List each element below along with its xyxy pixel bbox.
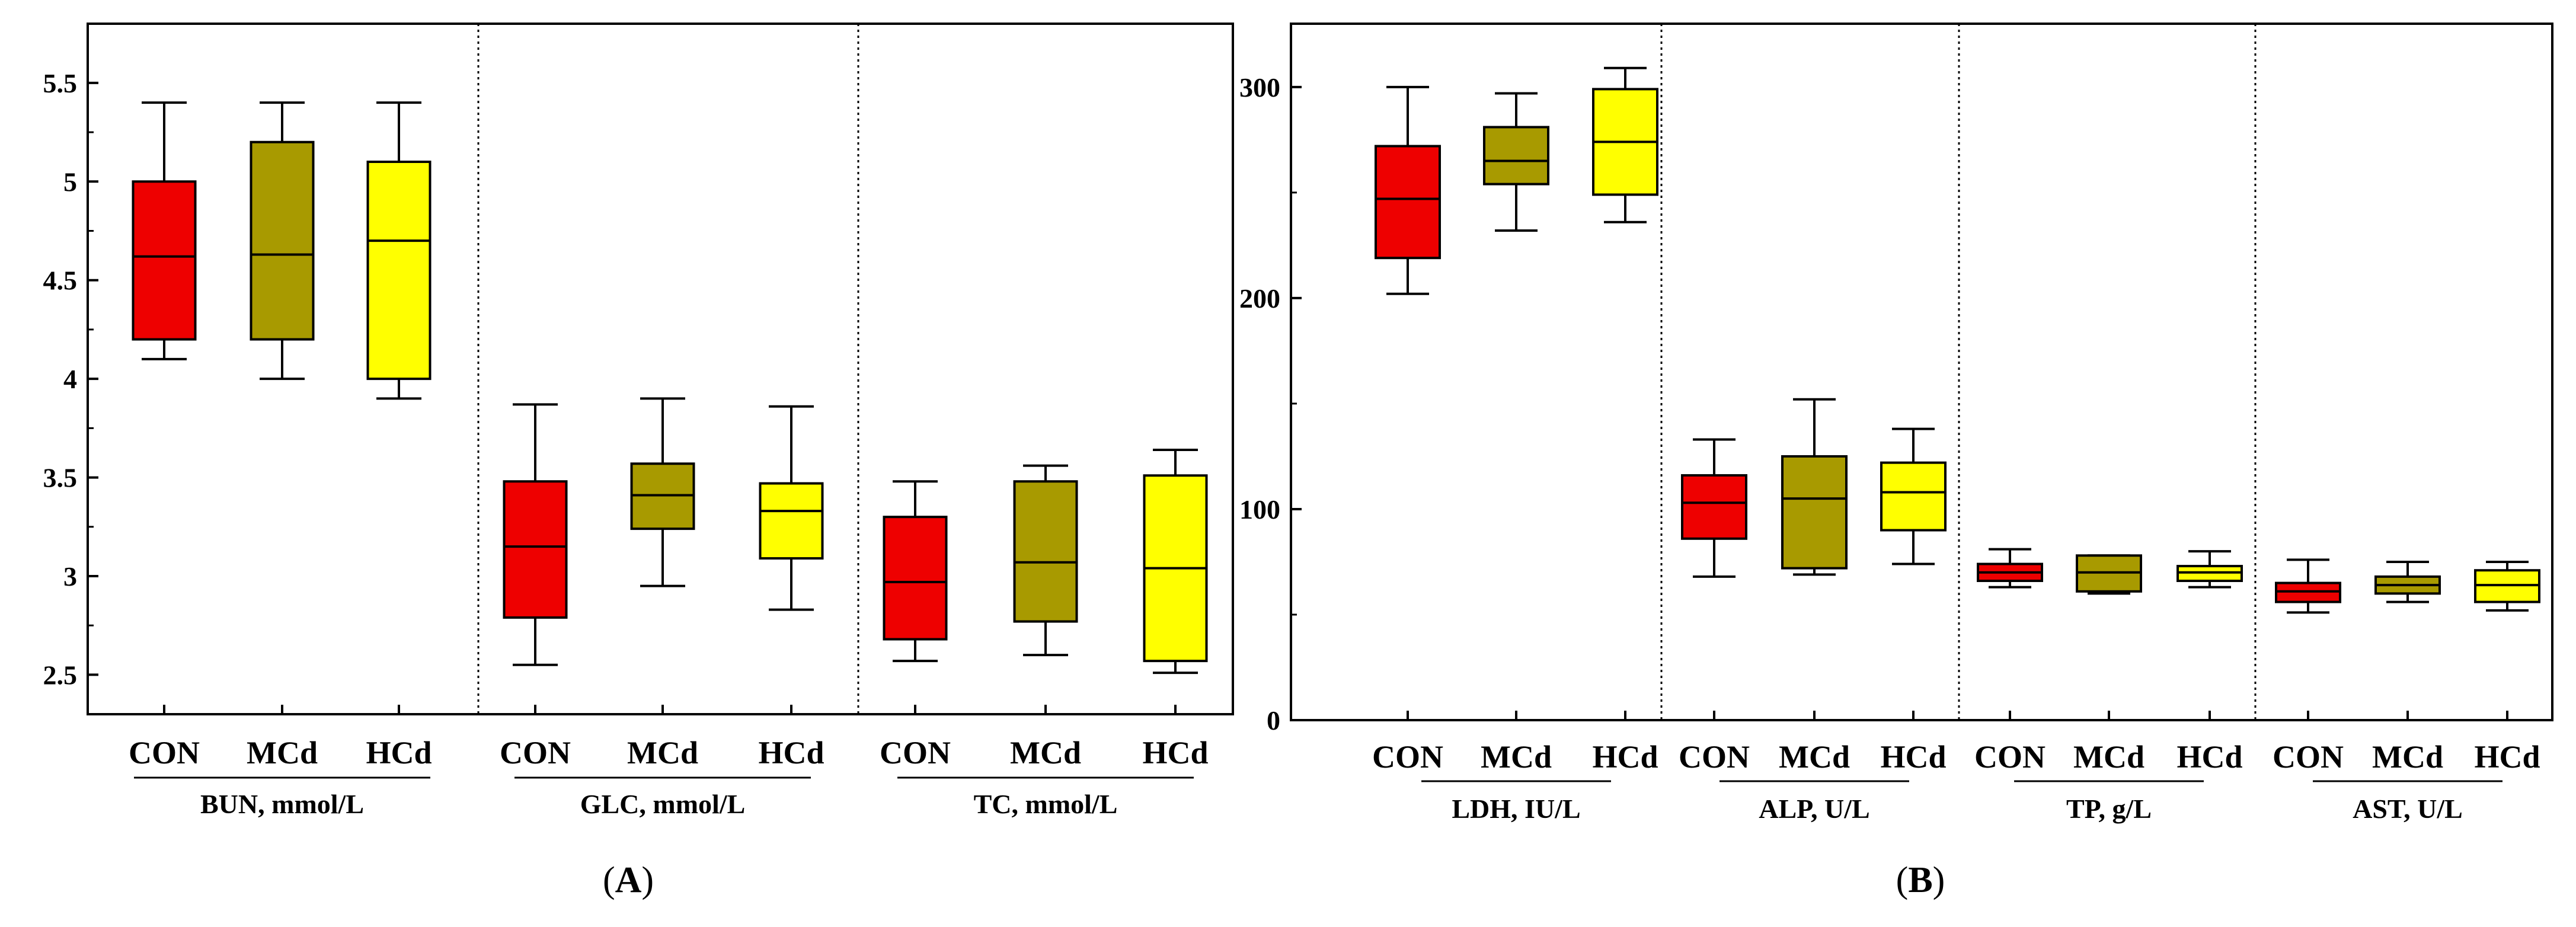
boxplot-ldh-hcd: HCd (1592, 66, 1658, 775)
box-iqr (503, 480, 568, 619)
x-category-label: HCd (1142, 735, 1208, 771)
boxplot-glc-mcd: MCd (627, 397, 698, 771)
y-tick-label: 100 (1239, 494, 1280, 525)
x-category-label: MCd (1010, 735, 1081, 771)
boxplot-bun-mcd: MCd (247, 101, 318, 771)
group-parameter-label: TP, g/L (2066, 794, 2152, 824)
panel-label-a: (A) (603, 860, 654, 900)
boxplot-ast-hcd: HCd (2474, 560, 2540, 775)
y-tick-label: 3 (63, 561, 77, 592)
boxplot-ldh-con: CON (1372, 85, 1443, 775)
panel-b-chart: 0 100 200 300 CON MCd HCd LDH, IU/L CON MCd HCd ALP… (1239, 23, 2553, 824)
y-tick-label: 300 (1239, 72, 1280, 103)
box-iqr (1013, 480, 1078, 623)
boxplot-tp-hcd: HCd (2177, 550, 2243, 775)
x-category-label: MCd (247, 735, 318, 771)
box-iqr (1375, 145, 1441, 260)
box-iqr (366, 161, 432, 381)
boxplot-ast-mcd: MCd (2372, 560, 2443, 775)
x-category-label: MCd (1779, 739, 1850, 775)
box-iqr (1880, 461, 1947, 532)
y-tick-label: 5.5 (43, 68, 78, 98)
box-iqr (250, 140, 315, 341)
group-parameter-label: GLC, mmol/L (580, 789, 746, 819)
boxplot-tc-hcd: HCd (1142, 448, 1209, 771)
boxplot-bun-con: CON (129, 101, 200, 771)
plot-frame (87, 23, 1234, 715)
boxplot-ldh-mcd: MCd (1481, 92, 1552, 775)
x-category-label: MCd (627, 735, 698, 771)
y-tick-label: 4 (63, 364, 77, 394)
y-tick-label: 5 (63, 167, 77, 197)
x-category-label: HCd (1880, 739, 1946, 775)
x-category-label: CON (2273, 739, 2344, 775)
boxplot-glc-hcd: HCd (758, 405, 824, 771)
boxplot-alp-con: CON (1679, 438, 1750, 775)
x-category-label: MCd (1481, 739, 1552, 775)
x-category-label: CON (1372, 739, 1443, 775)
x-category-label: HCd (2474, 739, 2540, 775)
boxplot-tc-con: CON (880, 480, 951, 771)
boxplot-tc-mcd: MCd (1010, 464, 1081, 771)
boxplot-alp-hcd: HCd (1880, 427, 1947, 775)
box-iqr (1681, 474, 1747, 540)
boxplot-glc-con: CON (500, 403, 571, 771)
box-iqr (1483, 126, 1549, 186)
x-category-label: CON (129, 735, 200, 771)
boxplot-ast-con: CON (2273, 558, 2344, 775)
group-parameter-label: ALP, U/L (1759, 794, 1869, 824)
group-parameter-label: TC, mmol/L (974, 789, 1118, 819)
x-category-label: CON (1974, 739, 2046, 775)
group-parameter-label: AST, U/L (2353, 794, 2463, 824)
boxplot-tp-con: CON (1974, 548, 2046, 775)
box-iqr (132, 180, 197, 341)
y-tick-label: 200 (1239, 283, 1280, 314)
x-category-label: HCd (2177, 739, 2242, 775)
x-category-label: MCd (2372, 739, 2443, 775)
boxplot-bun-hcd: HCd (366, 101, 432, 771)
panel-label-b: (B) (1896, 860, 1945, 900)
x-category-label: HCd (366, 735, 432, 771)
boxplot-alp-mcd: MCd (1779, 398, 1850, 775)
group-parameter-label: BUN, mmol/L (200, 789, 364, 819)
x-category-label: CON (880, 735, 951, 771)
box-iqr (883, 516, 948, 641)
y-tick-label: 2.5 (43, 660, 78, 690)
box-iqr (1781, 455, 1848, 570)
y-tick-label: 4.5 (43, 266, 78, 296)
x-category-label: CON (500, 735, 571, 771)
x-category-label: MCd (2073, 739, 2144, 775)
x-category-label: CON (1679, 739, 1750, 775)
y-tick-label: 3.5 (43, 463, 78, 493)
group-parameter-label: LDH, IU/L (1452, 794, 1580, 824)
x-category-label: HCd (758, 735, 824, 771)
boxplot-tp-mcd: MCd (2073, 554, 2144, 775)
y-tick-label: 0 (1267, 705, 1280, 736)
x-category-label: HCd (1592, 739, 1658, 775)
plot-frame (1290, 23, 2553, 721)
box-iqr (759, 482, 824, 560)
